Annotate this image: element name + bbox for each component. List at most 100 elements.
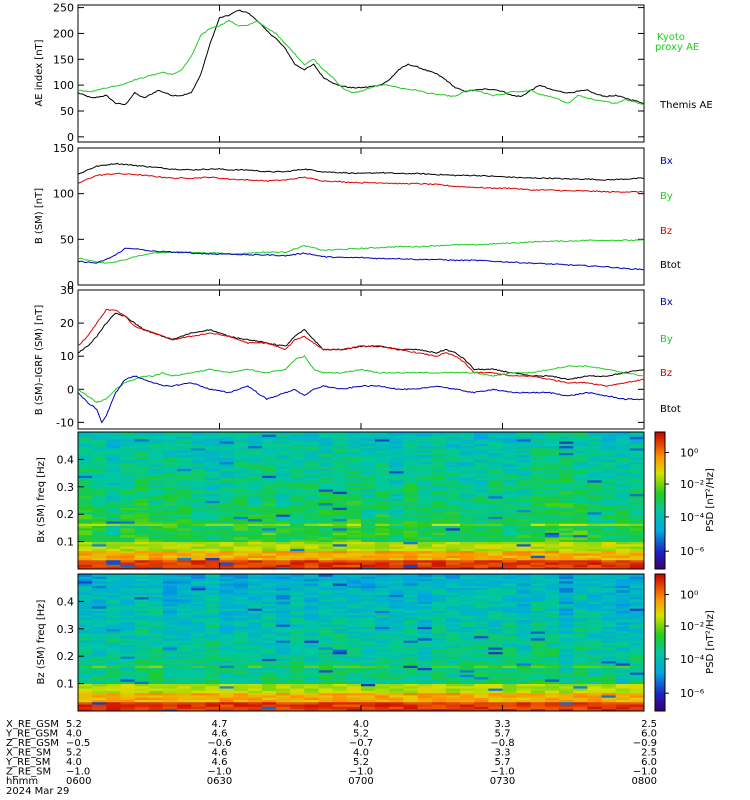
sz-psd-cell [488, 621, 503, 625]
sx-psd-cell [177, 555, 192, 558]
sx-psd-cell [78, 548, 93, 552]
sz-psd-cell [559, 690, 574, 694]
sz-psd-cell [375, 644, 390, 648]
sz-psd-cell [601, 628, 617, 632]
sz-psd-cell [573, 621, 588, 625]
sz-psd-cell [403, 637, 418, 641]
sz-psd-cell [502, 642, 518, 646]
sz-psd-cell [488, 644, 503, 648]
sx-psd-cell [559, 489, 574, 492]
sx-psd-cell [417, 553, 433, 556]
sx-psd-cell [304, 543, 319, 547]
sx-psd-cell [516, 500, 532, 504]
sz-psd-cell [488, 683, 503, 687]
sz-psd-cell [615, 603, 631, 607]
sz-psd-cell [148, 580, 164, 584]
sz-psd-cell [219, 576, 235, 579]
sx-psd-cell [389, 509, 404, 513]
sx-psd-cell [92, 454, 107, 458]
sx-psd-cell [573, 527, 588, 531]
sx-psd-cell [573, 511, 588, 515]
sx-psd-cell [431, 557, 447, 561]
sx-psd-cell [205, 530, 220, 533]
sz-psd-cell [587, 610, 602, 614]
sz-psd-cell [587, 608, 602, 611]
sz-psd-cell [460, 580, 475, 584]
sx-psd-cell [431, 550, 447, 554]
sx-psd-cell [346, 537, 362, 540]
sz-psd-cell [177, 574, 192, 577]
sx-psd-cell [445, 562, 461, 565]
sz-psd-cell [417, 601, 433, 605]
sz-psd-cell [445, 674, 461, 678]
sz-psd-cell [361, 640, 376, 643]
sx-psd-cell [615, 550, 631, 554]
sz-psd-cell [361, 574, 376, 577]
sx-psd-cell [361, 550, 376, 554]
sz-psd-cell [162, 690, 178, 694]
sz-psd-cell [346, 633, 362, 637]
sz-psd-cell [445, 585, 461, 589]
sz-psd-cell [389, 580, 404, 584]
sz-psd-cell [403, 594, 418, 598]
sz-psd-cell [361, 644, 376, 648]
sz-psd-cell [219, 578, 235, 582]
sz-psd-cell [233, 653, 249, 657]
sx-psd-cell [162, 479, 178, 483]
sx-psd-cell [177, 564, 192, 568]
sx-psd-cell [544, 555, 560, 558]
sz-psd-cell [346, 660, 362, 664]
sz-psd-cell [488, 656, 503, 659]
sz-psd-cell [191, 642, 206, 646]
sx-psd-cell [502, 434, 518, 437]
sz-psd-cell [276, 704, 291, 707]
sx-psd-cell [389, 491, 404, 495]
sz-psd-cell [460, 656, 475, 659]
sx-psd-cell [247, 514, 263, 517]
sx-psd-cell [516, 495, 532, 499]
sz-psd-cell [361, 706, 376, 710]
sx-psd-cell [219, 498, 235, 501]
sx-psd-cell [559, 470, 574, 474]
sz-psd-cell [346, 651, 362, 655]
sx-psd-cell [148, 443, 164, 447]
sx-psd-cell [488, 534, 503, 538]
sx-psd-cell [530, 534, 546, 538]
sx-psd-cell [431, 502, 447, 506]
sx-psd-cell [445, 523, 461, 527]
sx-psd-cell [431, 527, 447, 531]
sz-psd-cell [629, 596, 645, 600]
sz-psd-cell [460, 672, 475, 675]
sx-psd-cell [92, 491, 107, 495]
sx-psd-cell [205, 527, 220, 531]
sx-psd-cell [417, 457, 433, 460]
sz-psd-cell [530, 626, 546, 630]
sx-psd-cell [629, 498, 645, 501]
sz-psd-cell [559, 704, 574, 707]
sx-psd-cell [177, 447, 192, 451]
sx-psd-cell [247, 564, 263, 568]
sz-psd-cell [162, 653, 178, 657]
sz-psd-cell [92, 647, 107, 650]
sx-psd-cell [573, 441, 588, 444]
sz-psd-cell [162, 669, 178, 673]
sz-psd-cell [544, 690, 560, 694]
sx-psd-cell [106, 438, 121, 442]
sz-psd-cell [431, 619, 447, 623]
sz-psd-cell [502, 621, 518, 625]
sz-psd-cell [191, 683, 206, 687]
sz-psd-cell [460, 651, 475, 655]
sx-psd-cell [502, 521, 518, 524]
sz-psd-cell [389, 699, 404, 703]
sz-psd-cell [177, 603, 192, 607]
sx-psd-cell [233, 500, 249, 504]
sx-psd-cell [205, 482, 220, 485]
sz-psd-cell [375, 683, 390, 687]
sz-psd-cell [92, 704, 107, 707]
sx-psd-cell [559, 484, 574, 488]
sz-psd-cell [474, 621, 489, 625]
sz-psd-cell [276, 692, 291, 696]
sx-psd-cell [346, 438, 362, 442]
sx-psd-cell [488, 541, 503, 545]
sx-psd-cell [247, 452, 263, 456]
